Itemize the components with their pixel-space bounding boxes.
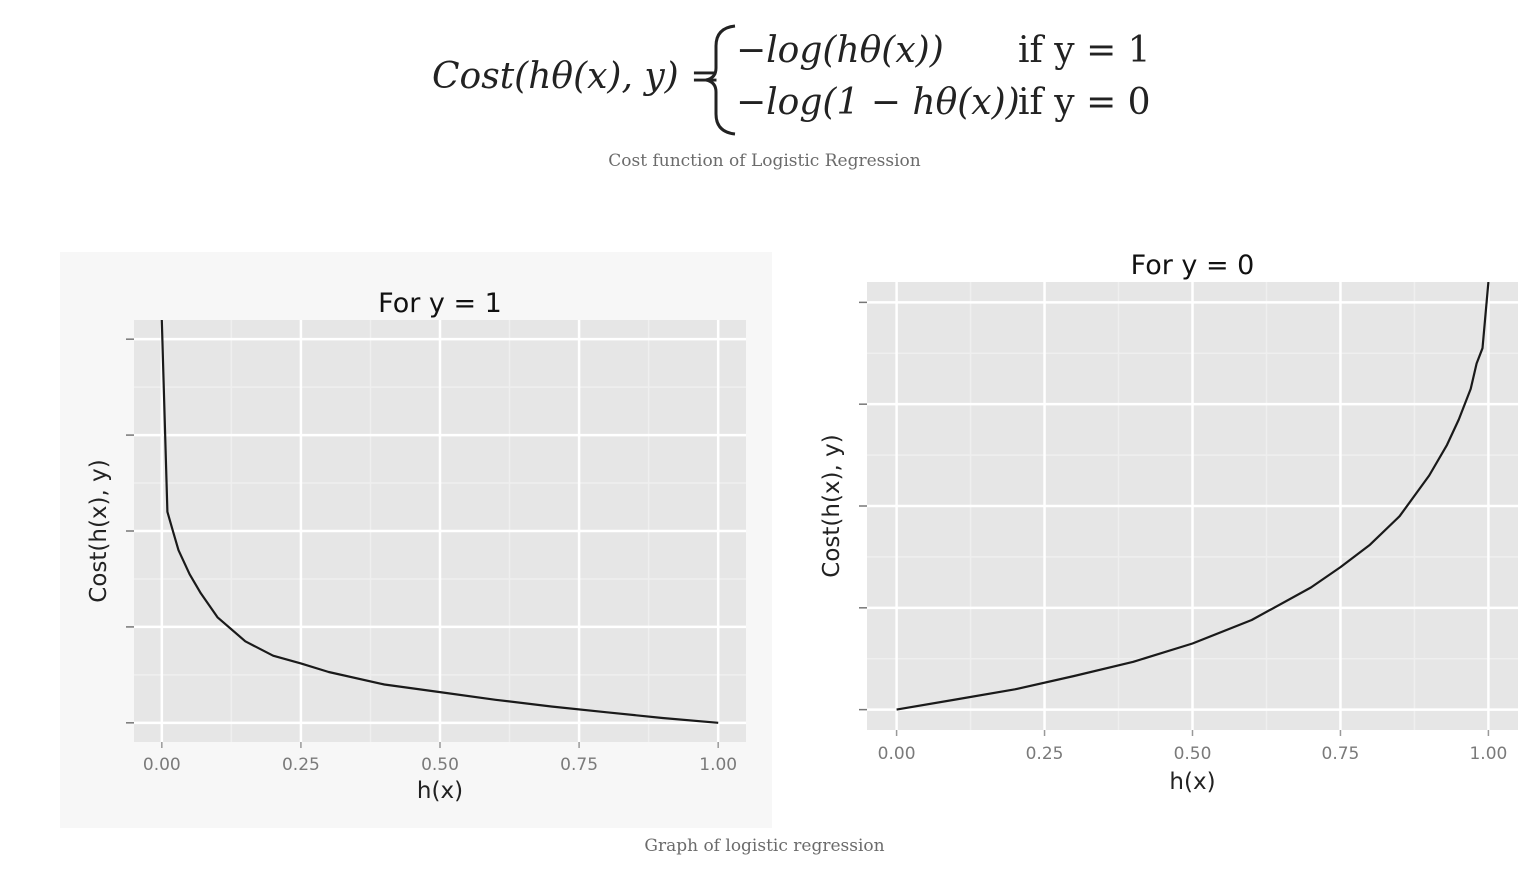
formula-case2-expression: −log(1 − hθ(x)) [736, 82, 1020, 123]
x-axis-title: h(x) [417, 778, 463, 804]
cost-function-formula: Cost(hθ(x), y) = −log(hθ(x)) if y = 1 −l… [432, 24, 1151, 136]
x-tick-label: 1.00 [699, 755, 737, 775]
x-tick-label: 0.25 [1026, 744, 1064, 764]
x-tick-label: 0.50 [421, 755, 459, 775]
cost-curve-line [160, 320, 719, 724]
formula-caption: Cost function of Logistic Regression [608, 151, 921, 171]
x-tick-label: 0.25 [282, 755, 320, 775]
chart-title: For y = 0 [1131, 250, 1255, 281]
formula-case1-expression: −log(hθ(x)) [736, 30, 944, 71]
x-tick-label: 0.50 [1174, 744, 1212, 764]
chart-cost-y0: 0.00 0.25 0.50 0.75 1.00 For y = 0 h(x) Cost(h(… [800, 240, 1529, 800]
x-tick-label: 1.00 [1469, 744, 1507, 764]
formula-case1-condition: if y = 1 [1018, 30, 1151, 71]
y-axis-title: Cost(h(x), y) [86, 459, 112, 602]
formula-lhs: Cost(hθ(x), y) = [432, 56, 720, 97]
graph-caption: Graph of logistic regression [644, 836, 885, 856]
x-axis-title: h(x) [1169, 769, 1215, 795]
x-tick-label: 0.75 [560, 755, 598, 775]
chart-title: For y = 1 [378, 288, 502, 319]
x-tick-label: 0.00 [878, 744, 916, 764]
x-tick-label: 0.75 [1322, 744, 1360, 764]
cost-curve-line [896, 282, 1490, 711]
formula-case2-condition: if y = 0 [1018, 82, 1151, 123]
x-tick-label: 0.00 [143, 755, 181, 775]
chart-cost-y1: 0.00 0.25 0.50 0.75 1.00 For y = 1 h(x) Cost(h(… [60, 252, 772, 828]
formula-brace [705, 24, 736, 136]
y-axis-title: Cost(h(x), y) [819, 434, 845, 577]
